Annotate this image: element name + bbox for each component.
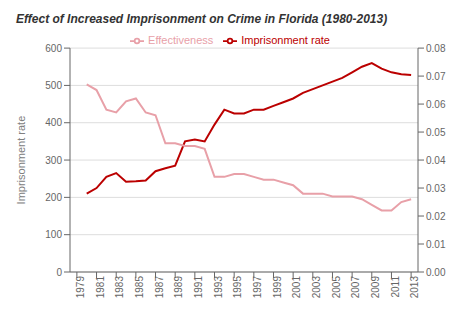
svg-text:1983: 1983 (114, 276, 125, 299)
svg-text:100: 100 (45, 229, 62, 240)
svg-text:1991: 1991 (193, 276, 204, 299)
svg-text:0.02: 0.02 (426, 211, 446, 222)
svg-text:2001: 2001 (291, 276, 302, 299)
svg-text:0.05: 0.05 (426, 127, 446, 138)
svg-text:400: 400 (45, 117, 62, 128)
svg-text:600: 600 (45, 43, 62, 54)
svg-text:1979: 1979 (75, 276, 86, 299)
svg-text:1985: 1985 (134, 276, 145, 299)
svg-text:0.00: 0.00 (426, 267, 446, 278)
svg-text:0.01: 0.01 (426, 239, 446, 250)
html-text:Effectiveness: Effectiveness (148, 34, 214, 46)
svg-text:200: 200 (45, 192, 62, 203)
svg-text:Imprisonment rate: Imprisonment rate (15, 116, 27, 205)
svg-text:0.04: 0.04 (426, 155, 446, 166)
svg-text:2011: 2011 (390, 276, 401, 298)
svg-text:1987: 1987 (154, 276, 165, 299)
svg-text:2003: 2003 (311, 276, 322, 299)
svg-text:0: 0 (56, 267, 62, 278)
svg-text:1997: 1997 (252, 276, 263, 299)
svg-text:300: 300 (45, 155, 62, 166)
svg-text:2009: 2009 (370, 276, 381, 299)
svg-text:1993: 1993 (213, 276, 224, 299)
html-text:Imprisonment rate: Imprisonment rate (241, 34, 330, 46)
svg-text:0.06: 0.06 (426, 99, 446, 110)
html-text:Effect of Increased Imprisonme: Effect of Increased Imprisonment on Crim… (16, 12, 388, 26)
svg-text:1995: 1995 (232, 276, 243, 299)
svg-text:0.07: 0.07 (426, 71, 446, 82)
svg-text:500: 500 (45, 80, 62, 91)
svg-text:2007: 2007 (350, 276, 361, 299)
svg-text:0.08: 0.08 (426, 43, 446, 54)
svg-text:1999: 1999 (272, 276, 283, 299)
svg-text:0.03: 0.03 (426, 183, 446, 194)
svg-text:2013: 2013 (409, 276, 420, 299)
svg-text:2005: 2005 (331, 276, 342, 299)
svg-text:1981: 1981 (95, 276, 106, 299)
svg-text:1989: 1989 (173, 276, 184, 299)
